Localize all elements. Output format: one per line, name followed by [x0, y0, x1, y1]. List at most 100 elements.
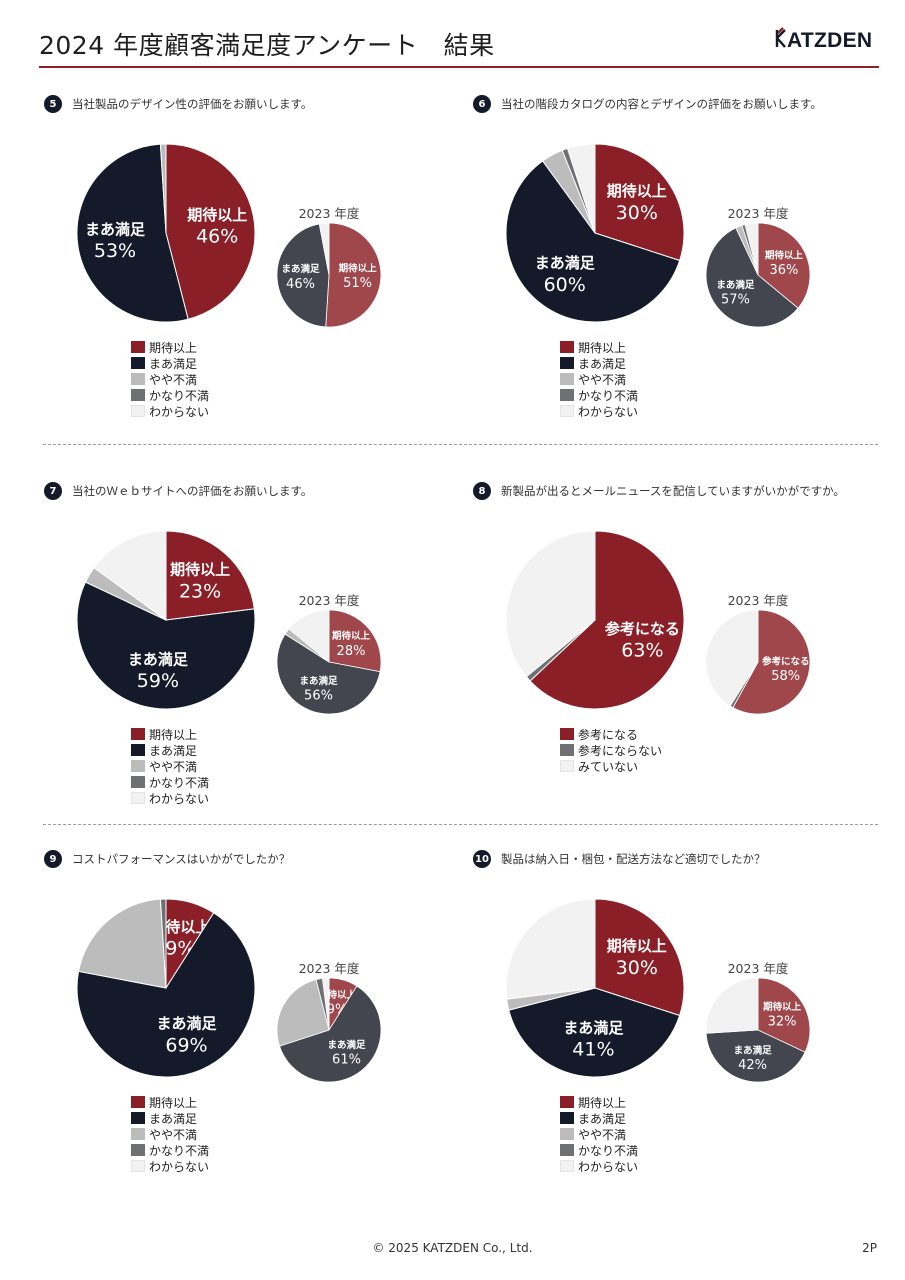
pie-slice-exceeded [165, 143, 256, 320]
prev-pie-slice-satisfied [705, 227, 799, 328]
pie-slice-unknown [566, 143, 596, 234]
legend: 期待以上 まあ満足 やや不満 かなり不満 わからない [131, 726, 209, 806]
legend-swatch [560, 728, 574, 740]
legend: 期待以上 まあ満足 やや不満 かなり不満 わからない [131, 339, 209, 419]
legend-item-slightly-dissatisfied: やや不満 [560, 1126, 638, 1142]
legend-swatch [560, 1144, 574, 1156]
legend-label: 参考になる [578, 727, 639, 742]
prev-slice-percent: 42% [738, 1058, 767, 1073]
legend-label: やや不満 [578, 1127, 627, 1142]
legend-item-satisfied: まあ満足 [131, 1110, 209, 1126]
pie-slice-exceeded [594, 143, 685, 262]
legend-swatch [131, 1096, 145, 1108]
legend-swatch [560, 389, 574, 401]
legend-item-slightly-dissatisfied: やや不満 [131, 758, 209, 774]
pie-chart-5: 期待以上 46% まあ満足 53% 期待以上 51% まあ満足 46% [76, 143, 382, 328]
pie-slice-useful [529, 530, 685, 710]
legend-swatch [131, 1128, 145, 1140]
prev-pie-slice-not-viewed [705, 609, 759, 707]
legend-swatch [131, 389, 145, 401]
legend-swatch [560, 1160, 574, 1172]
slice-label: 期待以上 [607, 937, 667, 955]
legend-swatch [560, 1128, 574, 1140]
pie-slice-very-dissatisfied [159, 898, 167, 989]
legend-label: わからない [149, 791, 210, 806]
question-header: 9 コストパフォーマンスはいかがでしたか？ [44, 850, 290, 868]
legend-swatch [131, 1112, 145, 1124]
slice-percent: 69% [165, 1035, 207, 1057]
legend-label: まあ満足 [149, 1111, 198, 1126]
prev-pie-slice-satisfied [705, 1029, 806, 1083]
legend-item-exceeded: 期待以上 [560, 1094, 638, 1110]
question-text: 製品は納入日・梱包・配送方法など適切でしたか？ [501, 852, 766, 866]
prev-year-label: 2023 年度 [727, 206, 789, 221]
pie-slice-satisfied [76, 912, 256, 1078]
prev-slice-percent: 32% [768, 1015, 797, 1030]
legend-label: 期待以上 [578, 1095, 627, 1110]
legend-item-exceeded: 期待以上 [131, 1094, 209, 1110]
legend-swatch [131, 341, 145, 353]
question-text: 当社製品のデザイン性の評価をお願いします。 [72, 97, 313, 111]
legend-item-satisfied: まあ満足 [131, 742, 209, 758]
section-divider [43, 444, 878, 445]
pie-slice-satisfied [76, 581, 256, 710]
pie-slice-exceeded [594, 898, 685, 1017]
prev-pie-slice-useful [732, 609, 811, 715]
legend-label: みていない [578, 759, 639, 774]
slice-label: 参考になる [605, 620, 680, 638]
legend-swatch [560, 373, 574, 385]
pie-slice-unknown [93, 530, 167, 621]
question-text: 当社のＷｅｂサイトへの評価をお願いします。 [72, 484, 313, 498]
legend-swatch [560, 760, 574, 772]
legend-label: やや不満 [578, 372, 627, 387]
legend-label: 参考にならない [578, 743, 663, 758]
pie-slice-exceeded [165, 530, 255, 621]
legend-label: やや不満 [149, 1127, 198, 1142]
legend-item-satisfied: まあ満足 [560, 355, 638, 371]
prev-year-label: 2023 年度 [727, 961, 789, 976]
prev-slice-label: 参考になる [761, 656, 810, 668]
slice-percent: 30% [616, 202, 658, 224]
prev-slice-percent: 57% [721, 293, 750, 308]
prev-pie-slice-exceeded [325, 222, 382, 328]
slice-percent: 59% [137, 670, 179, 692]
legend-item-unknown: わからない [131, 1158, 209, 1174]
legend-label: わからない [149, 1159, 210, 1174]
legend-item-exceeded: 期待以上 [560, 339, 638, 355]
prev-slice-label: まあ満足 [281, 263, 320, 275]
question-number-badge: 8 [473, 482, 491, 500]
prev-pie-slice-slightly-dissatisfied [276, 979, 330, 1047]
prev-slice-percent: 51% [343, 276, 372, 291]
prev-pie-slice-satisfied [276, 633, 381, 715]
prev-pie-slice-unknown [288, 609, 330, 663]
question-section-10: 10 製品は納入日・梱包・配送方法など適切でしたか？ 期待以上 30% まあ満足 41% 期… [473, 850, 903, 1210]
prev-pie-slice-unknown [318, 222, 330, 276]
prev-pie-slice-satisfied [279, 985, 382, 1083]
legend-item-useful: 参考になる [560, 726, 662, 742]
slice-label: まあ満足 [156, 1015, 217, 1033]
legend-item-exceeded: 期待以上 [131, 726, 209, 742]
prev-year-label: 2023 年度 [298, 206, 360, 221]
legend-swatch [131, 1160, 145, 1172]
legend-item-not-useful: 参考にならない [560, 742, 662, 758]
legend-item-slightly-dissatisfied: やや不満 [131, 1126, 209, 1142]
question-header: 7 当社のＷｅｂサイトへの評価をお願いします。 [44, 482, 312, 500]
legend-swatch [131, 776, 145, 788]
legend-label: まあ満足 [578, 356, 627, 371]
prev-pie-slice-unknown [705, 977, 759, 1034]
prev-slice-label: 期待以上 [339, 262, 378, 274]
legend-item-unknown: わからない [560, 403, 638, 419]
legend-label: かなり不満 [149, 1143, 210, 1158]
legend-swatch [560, 1096, 574, 1108]
pie-slice-satisfied [505, 160, 681, 323]
section-divider [43, 824, 878, 825]
prev-slice-label: まあ満足 [327, 1039, 366, 1051]
prev-slice-percent: 28% [337, 644, 366, 659]
legend: 参考になる 参考にならない みていない [560, 726, 662, 774]
pie-slice-slightly-dissatisfied [159, 143, 167, 234]
legend-label: わからない [578, 404, 639, 419]
question-text: コストパフォーマンスはいかがでしたか？ [72, 852, 291, 866]
legend-swatch [131, 405, 145, 417]
